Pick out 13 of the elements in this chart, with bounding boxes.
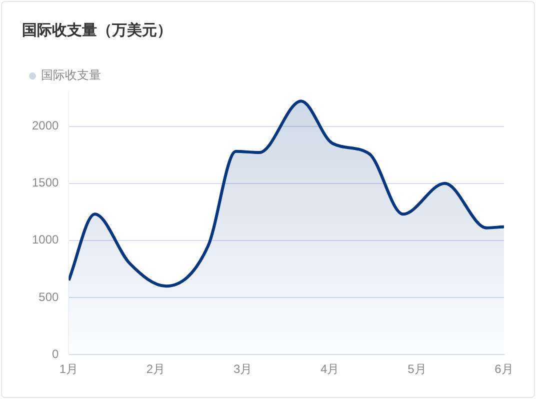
- x-tick-label: 4月: [320, 362, 340, 376]
- legend-label: 国际收支量: [41, 68, 101, 82]
- x-tick-label: 3月: [233, 362, 252, 376]
- x-tick-label: 6月: [494, 362, 514, 376]
- y-tick-label: 2000: [32, 118, 60, 133]
- x-tick-label: 1月: [59, 362, 78, 376]
- y-tick-label: 500: [38, 290, 60, 304]
- chart-title: 国际收支量（万美元）: [22, 20, 172, 39]
- y-tick-label: 0: [52, 346, 60, 361]
- y-tick-label: 1000: [32, 232, 60, 247]
- x-tick-label: 5月: [408, 362, 426, 376]
- y-tick-label: 1500: [32, 176, 60, 190]
- x-tick-label: 2月: [146, 362, 166, 376]
